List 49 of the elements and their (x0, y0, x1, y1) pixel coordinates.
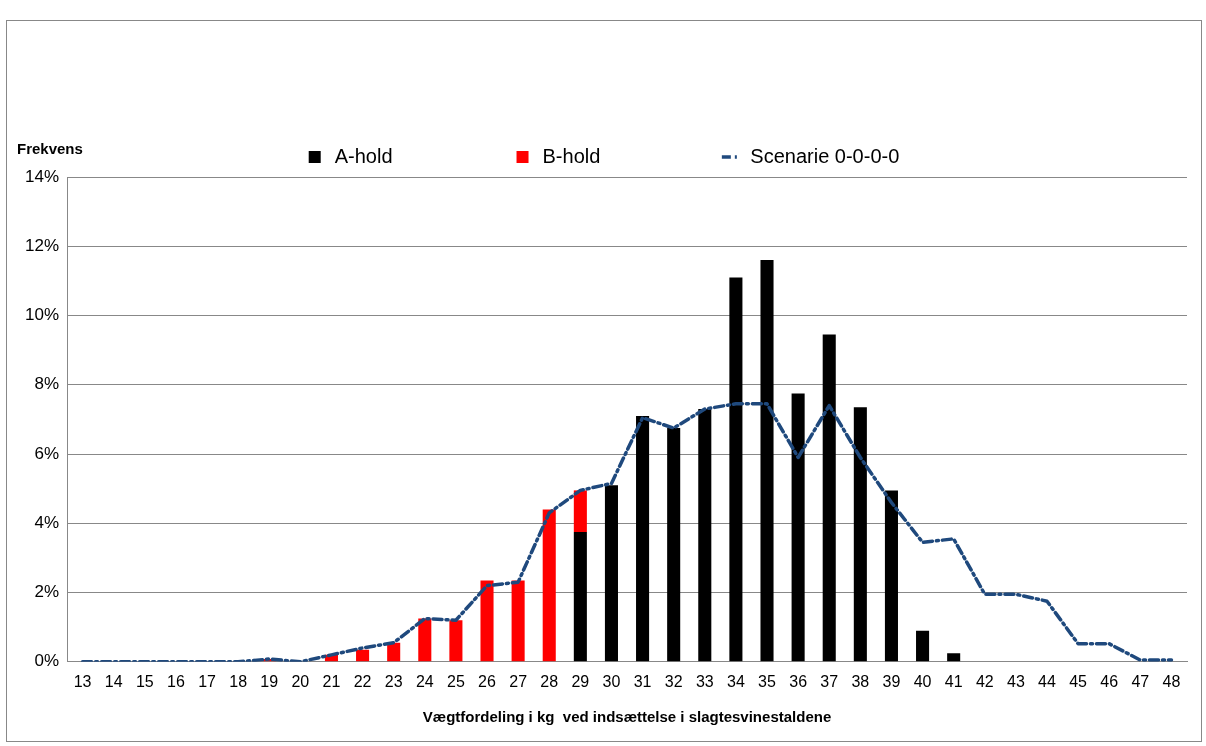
x-tick-label: 23 (384, 672, 403, 690)
x-tick-label: 33 (695, 672, 714, 690)
x-tick-label: 48 (1162, 672, 1181, 690)
x-tick-label: 15 (135, 672, 154, 690)
x-tick-label: 21 (322, 672, 341, 690)
x-tick-label: 25 (447, 672, 465, 690)
x-tick-label: 32 (664, 672, 683, 690)
x-tick-label: 43 (1006, 672, 1025, 690)
y-tick-label: 14% (24, 166, 60, 186)
x-tick-label: 38 (851, 672, 870, 690)
legend-label: Scenarie 0-0-0-0 (750, 144, 900, 167)
x-tick-label: 34 (727, 672, 745, 690)
x-tick-label: 31 (633, 672, 652, 690)
x-tick-label: 19 (260, 672, 279, 690)
x-tick-label: 42 (975, 672, 994, 690)
x-tick-label: 13 (73, 672, 92, 690)
x-tick-label: 44 (1038, 672, 1056, 690)
x-tick-label: 37 (820, 672, 839, 690)
y-tick-label: 6% (34, 443, 60, 463)
x-tick-label: 18 (229, 672, 248, 690)
x-tick-label: 28 (540, 672, 559, 690)
x-tick-label: 17 (198, 672, 217, 690)
x-tick-label: 29 (571, 672, 590, 690)
x-tick-label: 39 (882, 672, 901, 690)
x-tick-label: 20 (291, 672, 310, 690)
x-axis-title: Vægtfordeling i kg ved indsættelse i slagtesvinestaldene (422, 708, 832, 726)
legend-label: B-hold (542, 144, 601, 167)
x-tick-label: 45 (1069, 672, 1088, 690)
x-tick-label: 16 (167, 672, 185, 690)
x-tick-label: 27 (509, 672, 528, 690)
x-tick-label: 35 (758, 672, 777, 690)
x-tick-label: 22 (353, 672, 372, 690)
x-tick-label: 46 (1100, 672, 1119, 690)
legend-label: A-hold (334, 144, 393, 167)
x-tick-label: 36 (789, 672, 808, 690)
x-tick-label: 14 (104, 672, 123, 690)
y-tick-label: 10% (24, 305, 60, 325)
x-tick-label: 30 (602, 672, 621, 690)
y-tick-label: 8% (34, 374, 60, 394)
y-axis-title: Frekvens (17, 139, 83, 157)
y-tick-label: 0% (34, 651, 60, 671)
y-tick-label: 12% (24, 235, 60, 255)
x-tick-label: 24 (415, 672, 434, 690)
x-tick-label: 26 (478, 672, 497, 690)
y-tick-label: 2% (34, 582, 60, 602)
x-tick-label: 41 (944, 672, 963, 690)
x-tick-label: 40 (913, 672, 932, 690)
x-tick-label: 47 (1131, 672, 1150, 690)
y-tick-label: 4% (34, 512, 60, 532)
